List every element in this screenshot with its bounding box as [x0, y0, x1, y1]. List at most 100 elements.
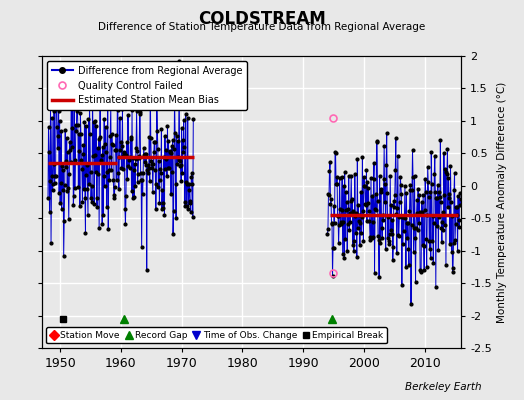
Point [136, 111, 144, 117]
Point [105, 154, 114, 160]
Point [408, 187, 416, 193]
Point [45, 124, 53, 131]
Point [181, 110, 190, 117]
Point [82, 123, 90, 129]
Point [158, 187, 167, 194]
Point [438, 238, 446, 245]
Point [356, 242, 364, 248]
Point [343, 248, 352, 254]
Point [60, 182, 69, 188]
Point [58, 206, 66, 212]
Point [75, 203, 84, 209]
Point [45, 209, 53, 215]
Point [388, 230, 396, 237]
Point [348, 196, 356, 202]
Point [384, 214, 392, 220]
Point [404, 220, 412, 226]
Point [97, 152, 106, 158]
Point [430, 171, 439, 177]
Point [400, 213, 409, 219]
Point [342, 207, 351, 214]
Point [392, 250, 401, 256]
Point [176, 163, 184, 170]
Point [85, 102, 94, 108]
Point [341, 236, 350, 242]
Point [395, 214, 403, 220]
Point [391, 135, 400, 141]
Point [132, 144, 140, 151]
Point [416, 266, 424, 273]
Point [379, 176, 388, 183]
Point [351, 212, 359, 219]
Point [151, 206, 160, 212]
Point [122, 152, 130, 159]
Point [145, 134, 154, 140]
Point [435, 194, 444, 200]
Point [332, 181, 341, 187]
Point [180, 199, 189, 205]
Point [136, 170, 145, 176]
Point [93, 204, 101, 210]
Point [65, 171, 73, 178]
Point [355, 218, 363, 224]
Point [389, 198, 398, 204]
Point [451, 237, 459, 243]
Point [370, 269, 379, 276]
Point [359, 174, 368, 180]
Point [337, 206, 346, 213]
Point [431, 188, 440, 195]
Point [330, 220, 339, 226]
Point [154, 146, 162, 152]
Point [441, 166, 450, 172]
Point [116, 115, 124, 122]
Point [452, 204, 460, 210]
Point [127, 136, 135, 142]
Point [58, 163, 67, 169]
Point [108, 141, 116, 148]
Point [57, 127, 66, 134]
Point [361, 201, 369, 207]
Point [428, 181, 436, 188]
Point [148, 165, 156, 171]
Point [175, 58, 183, 64]
Point [418, 198, 426, 205]
Point [343, 199, 351, 205]
Point [337, 219, 345, 226]
Point [126, 153, 134, 160]
Point [421, 176, 429, 182]
Point [440, 150, 448, 156]
Point [103, 204, 111, 210]
Point [73, 99, 81, 105]
Point [376, 188, 385, 195]
Point [163, 172, 171, 179]
Point [369, 176, 378, 182]
Point [406, 186, 414, 193]
Point [358, 153, 367, 160]
Point [410, 173, 419, 180]
Point [445, 195, 453, 202]
Legend: Station Move, Record Gap, Time of Obs. Change, Empirical Break: Station Move, Record Gap, Time of Obs. C… [47, 327, 387, 344]
Point [53, 145, 62, 151]
Point [94, 171, 102, 177]
Point [450, 187, 458, 194]
Point [83, 186, 92, 192]
Point [120, 149, 128, 156]
Point [149, 161, 158, 168]
Point [77, 131, 85, 137]
Point [179, 148, 188, 155]
Point [170, 95, 179, 102]
Point [99, 212, 107, 218]
Point [70, 99, 79, 106]
Point [107, 167, 115, 174]
Point [85, 181, 93, 188]
Point [93, 145, 102, 152]
Point [367, 234, 376, 241]
Point [52, 84, 61, 90]
Point [424, 179, 432, 186]
Point [414, 186, 422, 192]
Point [327, 196, 335, 202]
Point [159, 200, 168, 206]
Point [107, 130, 116, 137]
Point [342, 189, 350, 195]
Point [397, 182, 405, 189]
